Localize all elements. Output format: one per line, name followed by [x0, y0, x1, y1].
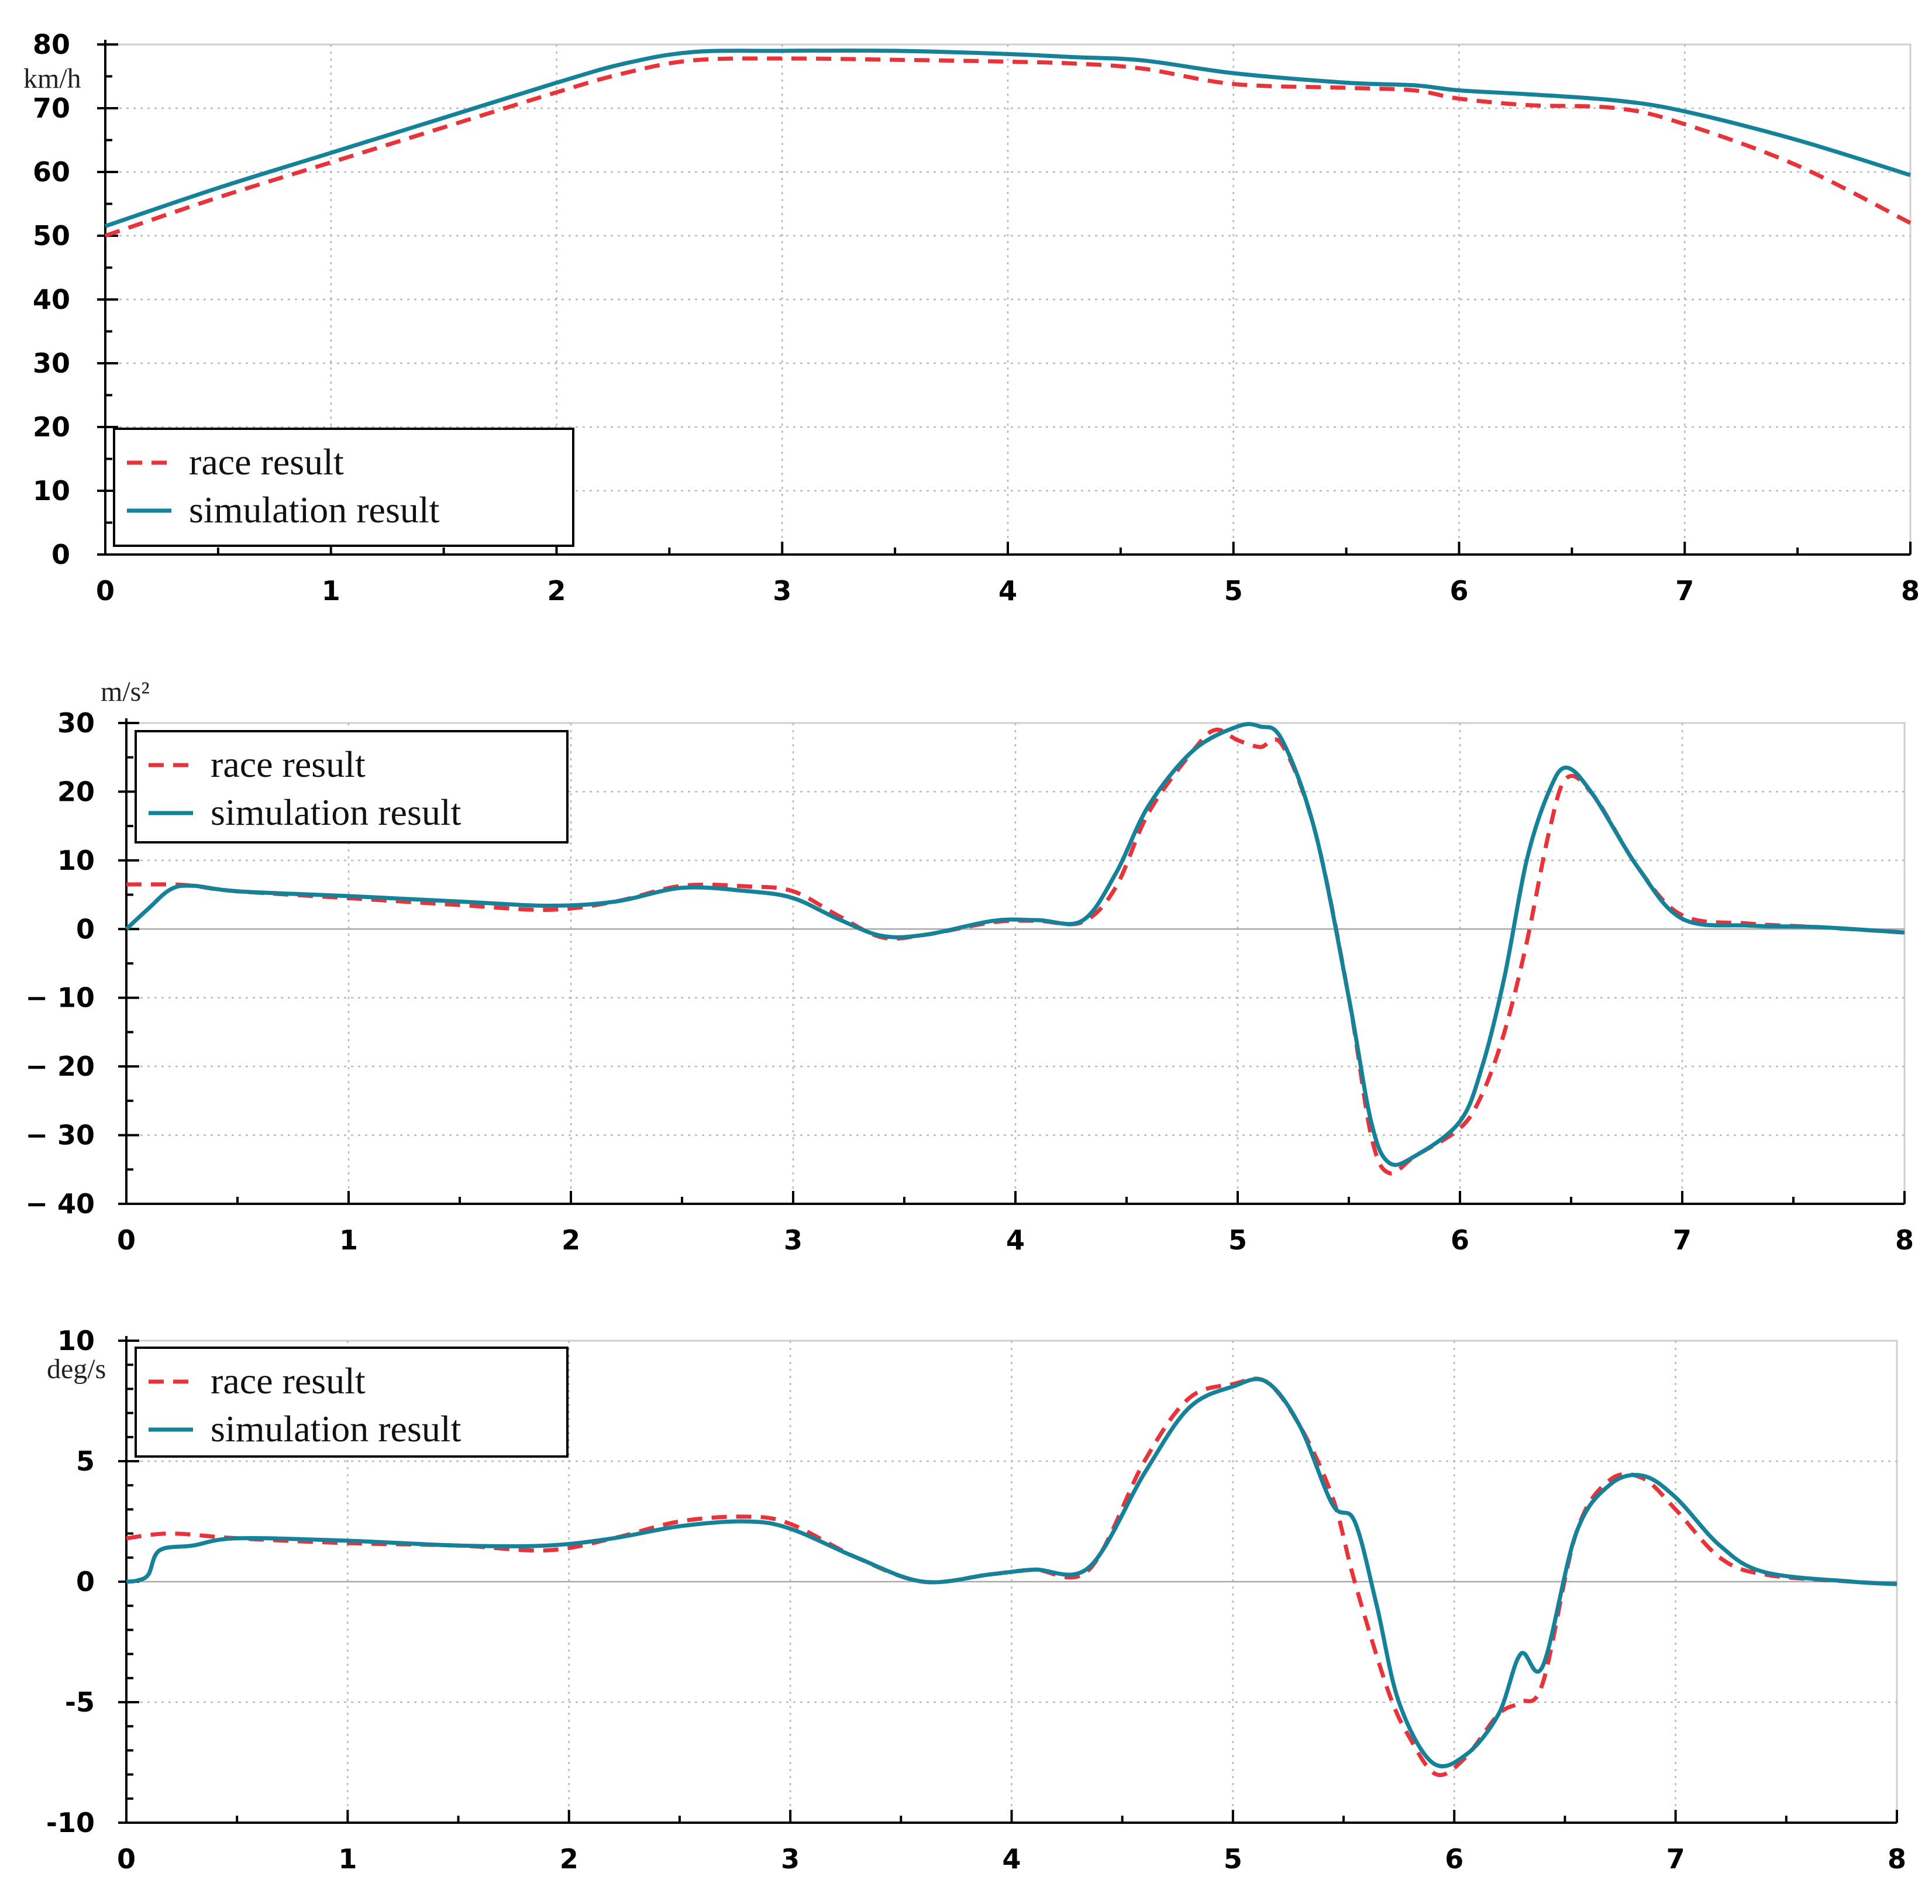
simulation-result-line [104, 48, 1912, 228]
legend-box [113, 428, 574, 547]
y-tick-label: 10 [57, 1325, 95, 1356]
y-unit-label: m/s² [101, 676, 150, 707]
y-tick-label: 0 [51, 539, 70, 570]
x-tick-label: 7 [1673, 1224, 1692, 1256]
y-tick-label: 0 [76, 1566, 95, 1597]
x-tick-label: 6 [1451, 1224, 1469, 1256]
y-tick-label: 70 [33, 92, 70, 124]
x-tick-label: 1 [322, 575, 340, 607]
legend-label: simulation result [211, 1408, 462, 1449]
x-tick-label: 3 [781, 1843, 800, 1875]
x-tick-label: 8 [1888, 1843, 1906, 1875]
legend: race result simulation result [135, 730, 569, 843]
y-tick-label: 40 [33, 284, 70, 315]
legend-label: simulation result [189, 489, 440, 531]
y-unit-label: km/h [23, 63, 81, 94]
legend-box [135, 1347, 569, 1458]
x-tick-label: 3 [784, 1224, 803, 1256]
x-tick-label: 1 [338, 1843, 357, 1875]
y-tick-label: − 10 [25, 982, 95, 1014]
y-tick-label: 20 [33, 411, 70, 443]
y-tick-label: 5 [76, 1445, 95, 1477]
legend-box [135, 730, 569, 843]
x-tick-label: 7 [1675, 575, 1694, 607]
y-tick-label: -5 [65, 1686, 95, 1718]
y-tick-label: − 40 [25, 1188, 95, 1220]
x-tick-label: 0 [117, 1224, 136, 1256]
x-tick-label: 0 [117, 1843, 136, 1875]
x-tick-label: 2 [562, 1224, 580, 1256]
x-tick-label: 5 [1224, 575, 1243, 607]
x-tick-label: 4 [1002, 1843, 1021, 1875]
x-tick-label: 5 [1224, 1843, 1242, 1875]
legend-label: race result [211, 743, 366, 785]
y-tick-label: 20 [57, 776, 95, 807]
legend-label: race result [211, 1360, 366, 1402]
y-tick-label: 10 [33, 475, 70, 507]
x-tick-label: 3 [773, 575, 791, 607]
yaw-rate-chart: 0 1 2 3 4 5 6 7 8 10 5 0 -5 -10 deg/s race result simula… [46, 1325, 1906, 1875]
y-tick-label: − 30 [25, 1120, 95, 1151]
simulation-result-line [126, 1377, 1897, 1769]
legend-label: race result [189, 441, 344, 483]
x-tick-label: 0 [96, 575, 115, 607]
x-tick-label: 1 [339, 1224, 358, 1256]
y-unit-label: deg/s [47, 1354, 106, 1385]
y-tick-label: 80 [33, 29, 70, 60]
x-tick-label: 4 [998, 575, 1017, 607]
legend-label: simulation result [211, 791, 462, 833]
y-tick-label: 60 [33, 156, 70, 188]
x-tick-label: 6 [1449, 575, 1468, 607]
simulation-result-line [125, 722, 1905, 1167]
race-result-line [126, 727, 1905, 1176]
x-tick-label: 4 [1006, 1224, 1025, 1256]
x-tick-label: 2 [547, 575, 566, 607]
x-tick-label: 8 [1895, 1224, 1914, 1256]
race-result-line [104, 56, 1912, 238]
y-tick-label: -10 [46, 1807, 95, 1838]
y-tick-label: 0 [76, 913, 95, 945]
race-result-line [126, 1376, 1897, 1778]
acceleration-chart: 0 1 2 3 4 5 6 7 8 30 20 10 0 − 10 − 20 − 30 − 40 m/s² race… [25, 676, 1914, 1256]
x-tick-label: 7 [1666, 1843, 1685, 1875]
x-tick-label: 8 [1901, 575, 1920, 607]
y-tick-label: 30 [57, 707, 95, 739]
legend: race result simulation result [113, 428, 574, 547]
x-tick-label: 6 [1445, 1843, 1463, 1875]
legend: race result simulation result [135, 1347, 569, 1458]
y-tick-label: 10 [57, 845, 95, 876]
x-tick-label: 5 [1228, 1224, 1247, 1256]
y-tick-label: 30 [33, 347, 70, 379]
x-tick-label: 2 [560, 1843, 578, 1875]
y-tick-label: 50 [33, 220, 70, 252]
y-tick-label: − 20 [25, 1051, 95, 1082]
